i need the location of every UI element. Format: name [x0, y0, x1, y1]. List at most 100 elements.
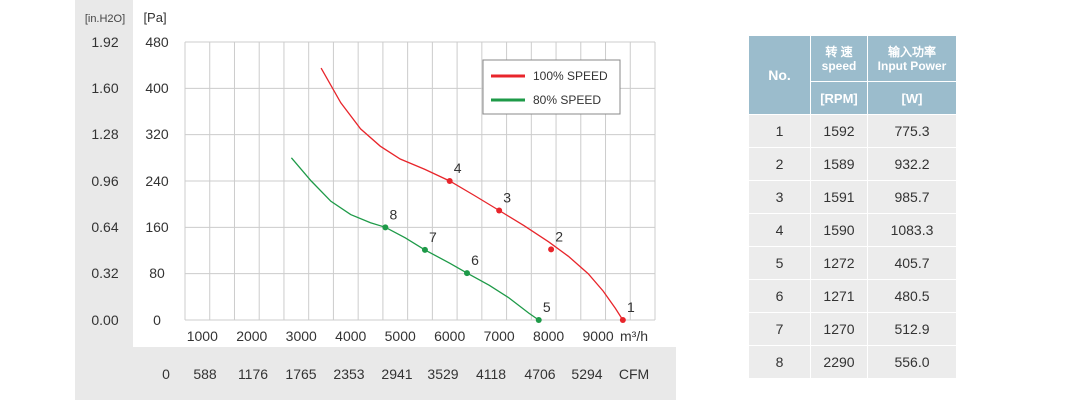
y-tick-pa: 320 [145, 126, 169, 142]
x-unit-m3h: m³/h [620, 328, 648, 344]
data-point [382, 224, 389, 231]
point-label: 1 [627, 299, 635, 315]
y-tick-labels: [in.H2O] [Pa] 1.92 480 1.60 400 1.28 320 0.96 240… [85, 10, 169, 328]
data-point [446, 178, 453, 184]
x-tick-cfm: 3529 [427, 366, 458, 382]
cell-rpm: 1271 [810, 279, 868, 313]
fan-performance-chart: [in.H2O] [Pa] 1.92 480 1.60 4 0 0 1.28 320 0.96 240… [75, 0, 656, 382]
table-row: 7 1270 512.9 [748, 312, 957, 346]
cell-no: 7 [748, 312, 811, 346]
y-axis-label-pa: [Pa] [143, 10, 166, 25]
x-tick-m3h: 2000 [236, 328, 267, 344]
cell-rpm: 1592 [810, 114, 868, 148]
header-power: 输入功率 Input Power [867, 34, 957, 83]
cell-rpm: 1272 [810, 246, 868, 280]
point-label: 4 [454, 160, 462, 176]
point-label: 7 [429, 229, 437, 245]
y-tick-pa: 480 [145, 34, 169, 50]
cell-no: 6 [748, 279, 811, 313]
x-tick-m3h: 7000 [484, 328, 515, 344]
cell-power: 480.5 [867, 279, 957, 313]
data-point [535, 317, 542, 323]
header-unit-rpm: [RPM] [810, 81, 868, 115]
y-tick-inh2o: 0.00 [91, 312, 118, 328]
series-line [290, 157, 540, 321]
x-tick-labels: 1000 2000 3000 4000 5000 6000 7000 8000 9000 m³/h… [162, 328, 649, 382]
point-label: 5 [543, 299, 551, 315]
x-tick-cfm: 4706 [524, 366, 555, 382]
table-row: 1 1592 775.3 [748, 114, 957, 148]
table-row: 5 1272 405.7 [748, 246, 957, 280]
series-line [320, 67, 624, 321]
table-row: 3 1591 985.7 [748, 180, 957, 214]
data-point [496, 207, 503, 214]
cell-no: 8 [748, 345, 811, 379]
table-row: 6 1271 480.5 [748, 279, 957, 313]
y-tick-inh2o: 1.60 [91, 80, 118, 96]
header-no: No. [748, 35, 811, 115]
data-point [421, 246, 428, 253]
cell-no: 2 [748, 147, 811, 181]
legend-label: 80% SPEED [533, 93, 601, 107]
grid [184, 41, 656, 321]
legend-box [482, 59, 621, 115]
y-axis-label-inh2o: [in.H2O] [85, 13, 125, 25]
data-point [464, 270, 470, 277]
cell-power: 775.3 [867, 114, 957, 148]
legend-label: 100% SPEED [533, 69, 608, 83]
x-unit-cfm: CFM [619, 366, 649, 382]
x-tick-cfm: 1765 [285, 366, 316, 382]
x-tick-m3h: 3000 [286, 328, 317, 344]
x-tick-cfm: 5294 [571, 366, 602, 382]
y-tick-pa: 0 [153, 312, 161, 328]
data-point [619, 317, 626, 323]
x-tick-cfm: 4118 [476, 366, 506, 382]
cell-no: 1 [748, 114, 811, 148]
header-speed-cn: 转 速 [825, 44, 853, 59]
header-power-cn: 输入功率 [887, 44, 936, 59]
table-row: 4 1590 1083.3 [748, 213, 957, 247]
y-tick-pa: 240 [145, 173, 169, 189]
point-label: 2 [555, 228, 563, 244]
header-unit-power: [W] [867, 81, 957, 115]
cell-power: 512.9 [867, 312, 957, 346]
cell-no: 3 [748, 180, 811, 214]
series-layer: 1 2 3 4 5 6 7 8 [290, 67, 635, 323]
cell-power: 985.7 [867, 180, 957, 214]
cell-power: 556.0 [867, 345, 957, 379]
table-row: 8 2290 556.0 [748, 345, 957, 379]
data-point [548, 246, 555, 253]
x-tick-m3h: 8000 [533, 328, 564, 344]
x-tick-cfm: 588 [193, 366, 217, 382]
x-tick-m3h: 9000 [583, 328, 614, 344]
point-label: 3 [503, 190, 511, 206]
x-tick-cfm: 0 [162, 366, 170, 382]
cell-rpm: 1590 [810, 213, 868, 247]
cfm-axis-band [75, 347, 676, 400]
y-tick-pa: 160 [145, 219, 169, 235]
cell-rpm: 1589 [810, 147, 868, 181]
y-tick-inh2o: 1.92 [91, 34, 118, 50]
y-tick-inh2o: 0.96 [91, 173, 118, 189]
header-power-en: Input Power [877, 58, 947, 73]
y-tick-inh2o: 1.28 [91, 126, 118, 142]
table-row: 2 1589 932.2 [748, 147, 957, 181]
cell-rpm: 1591 [810, 180, 868, 214]
y-axis-band [75, 0, 133, 347]
cell-no: 5 [748, 246, 811, 280]
cell-rpm: 2290 [810, 345, 868, 379]
cell-power: 1083.3 [867, 213, 957, 247]
header-speed: 转 速 speed [810, 34, 868, 83]
cell-power: 405.7 [867, 246, 957, 280]
y-tick-pa: 80 [149, 265, 165, 281]
x-tick-m3h: 6000 [434, 328, 465, 344]
x-tick-cfm: 1176 [238, 366, 268, 382]
x-tick-m3h: 5000 [385, 328, 416, 344]
point-label: 8 [389, 206, 397, 222]
header-speed-en: speed [821, 58, 857, 73]
legend: 100% SPEED 80% SPEED [482, 59, 621, 115]
x-tick-m3h: 1000 [187, 328, 218, 344]
y-tick-inh2o: 0.64 [91, 219, 118, 235]
cell-no: 4 [748, 213, 811, 247]
y-tick-inh2o: 0.32 [91, 265, 118, 281]
